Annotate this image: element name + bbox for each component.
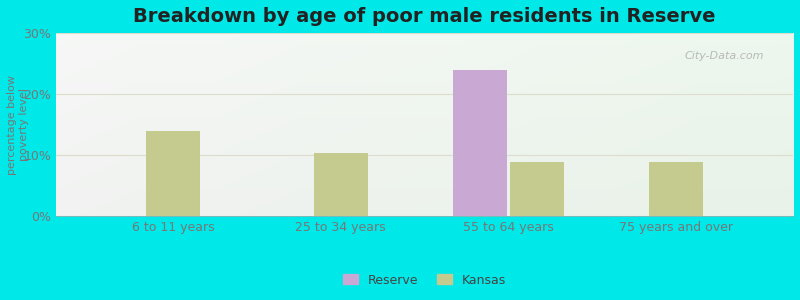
Title: Breakdown by age of poor male residents in Reserve: Breakdown by age of poor male residents … (134, 7, 716, 26)
Bar (453, 70, 506, 216)
Bar (510, 162, 563, 216)
Legend: Reserve, Kansas: Reserve, Kansas (342, 274, 506, 286)
Bar (649, 162, 702, 216)
Y-axis label: percentage below
poverty level: percentage below poverty level (7, 74, 29, 175)
Bar (314, 153, 367, 216)
Text: City-Data.com: City-Data.com (684, 51, 763, 61)
Bar (146, 130, 200, 216)
